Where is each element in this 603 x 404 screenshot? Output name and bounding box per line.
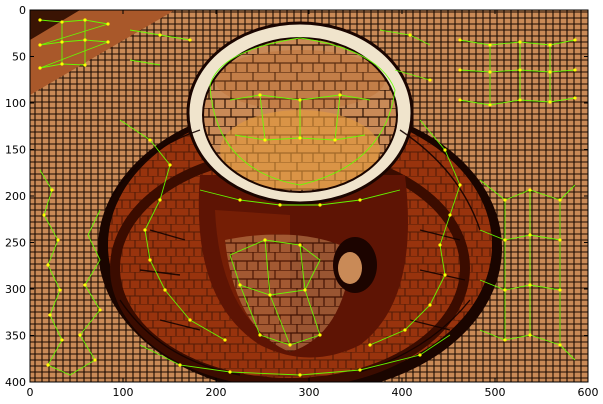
x-tick-label: 300 <box>299 386 320 399</box>
y-tick-label: 250 <box>5 237 26 250</box>
x-tick-label: 600 <box>578 386 599 399</box>
graph-nodes <box>38 18 577 377</box>
y-tick-label: 100 <box>5 97 26 110</box>
segmented-image <box>30 10 588 382</box>
y-tick-label: 150 <box>5 144 26 157</box>
y-tick-label: 50 <box>12 51 26 64</box>
y-tick-label: 200 <box>5 190 26 203</box>
x-axis: 0 100 200 300 400 500 600 <box>27 10 599 399</box>
y-tick-label: 400 <box>5 376 26 389</box>
y-tick-label: 0 <box>19 4 26 17</box>
x-tick-label: 400 <box>392 386 413 399</box>
x-tick-label: 500 <box>485 386 506 399</box>
y-tick-label: 350 <box>5 330 26 343</box>
y-axis: 0 50 100 150 200 250 300 350 400 <box>5 4 588 389</box>
x-tick-label: 200 <box>206 386 227 399</box>
x-tick-label: 0 <box>27 386 34 399</box>
y-tick-label: 300 <box>5 283 26 296</box>
x-tick-label: 100 <box>113 386 134 399</box>
